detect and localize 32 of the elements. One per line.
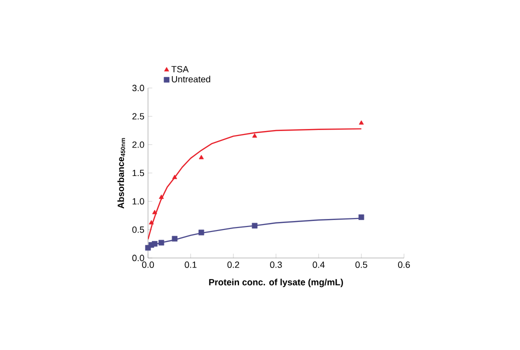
y-tick-label: 1.0 <box>132 198 144 205</box>
y-axis-title: Absorbance$_{450nm}$ <box>117 138 126 209</box>
x-axis-title: Protein conc. of lysate (mg/mL) <box>209 278 343 288</box>
legend-label: TSA <box>171 66 189 72</box>
x-tick-label: 0.2 <box>227 262 240 268</box>
point <box>158 240 164 246</box>
x-tick-label: 0.1 <box>184 262 196 268</box>
point <box>158 194 164 199</box>
point <box>198 154 204 160</box>
point <box>358 120 364 125</box>
y-tick-label: 0.0 <box>132 254 144 262</box>
x-tick-label: 0.0 <box>142 262 154 268</box>
y-tick-label: 2.5 <box>132 113 144 120</box>
x-tick-label: 0.3 <box>270 262 282 268</box>
legend-label: Untreated <box>172 76 210 82</box>
y-tick-label: 2.0 <box>132 141 144 148</box>
x-tick-label: 0.4 <box>312 262 325 268</box>
point <box>148 220 154 224</box>
x-tick-label: 0.5 <box>355 262 368 268</box>
point <box>172 236 178 242</box>
point <box>252 222 258 228</box>
point <box>358 214 364 220</box>
point <box>152 241 158 247</box>
point <box>152 210 158 214</box>
y-tick-label: 1.5 <box>132 170 144 176</box>
line-series <box>148 128 362 240</box>
y-tick-label: 0.5 <box>132 226 144 233</box>
point <box>198 230 204 236</box>
point <box>252 133 258 138</box>
y-tick-label: 3.0 <box>132 84 144 92</box>
x-tick-label: 0.6 <box>398 262 410 268</box>
point <box>172 174 178 180</box>
